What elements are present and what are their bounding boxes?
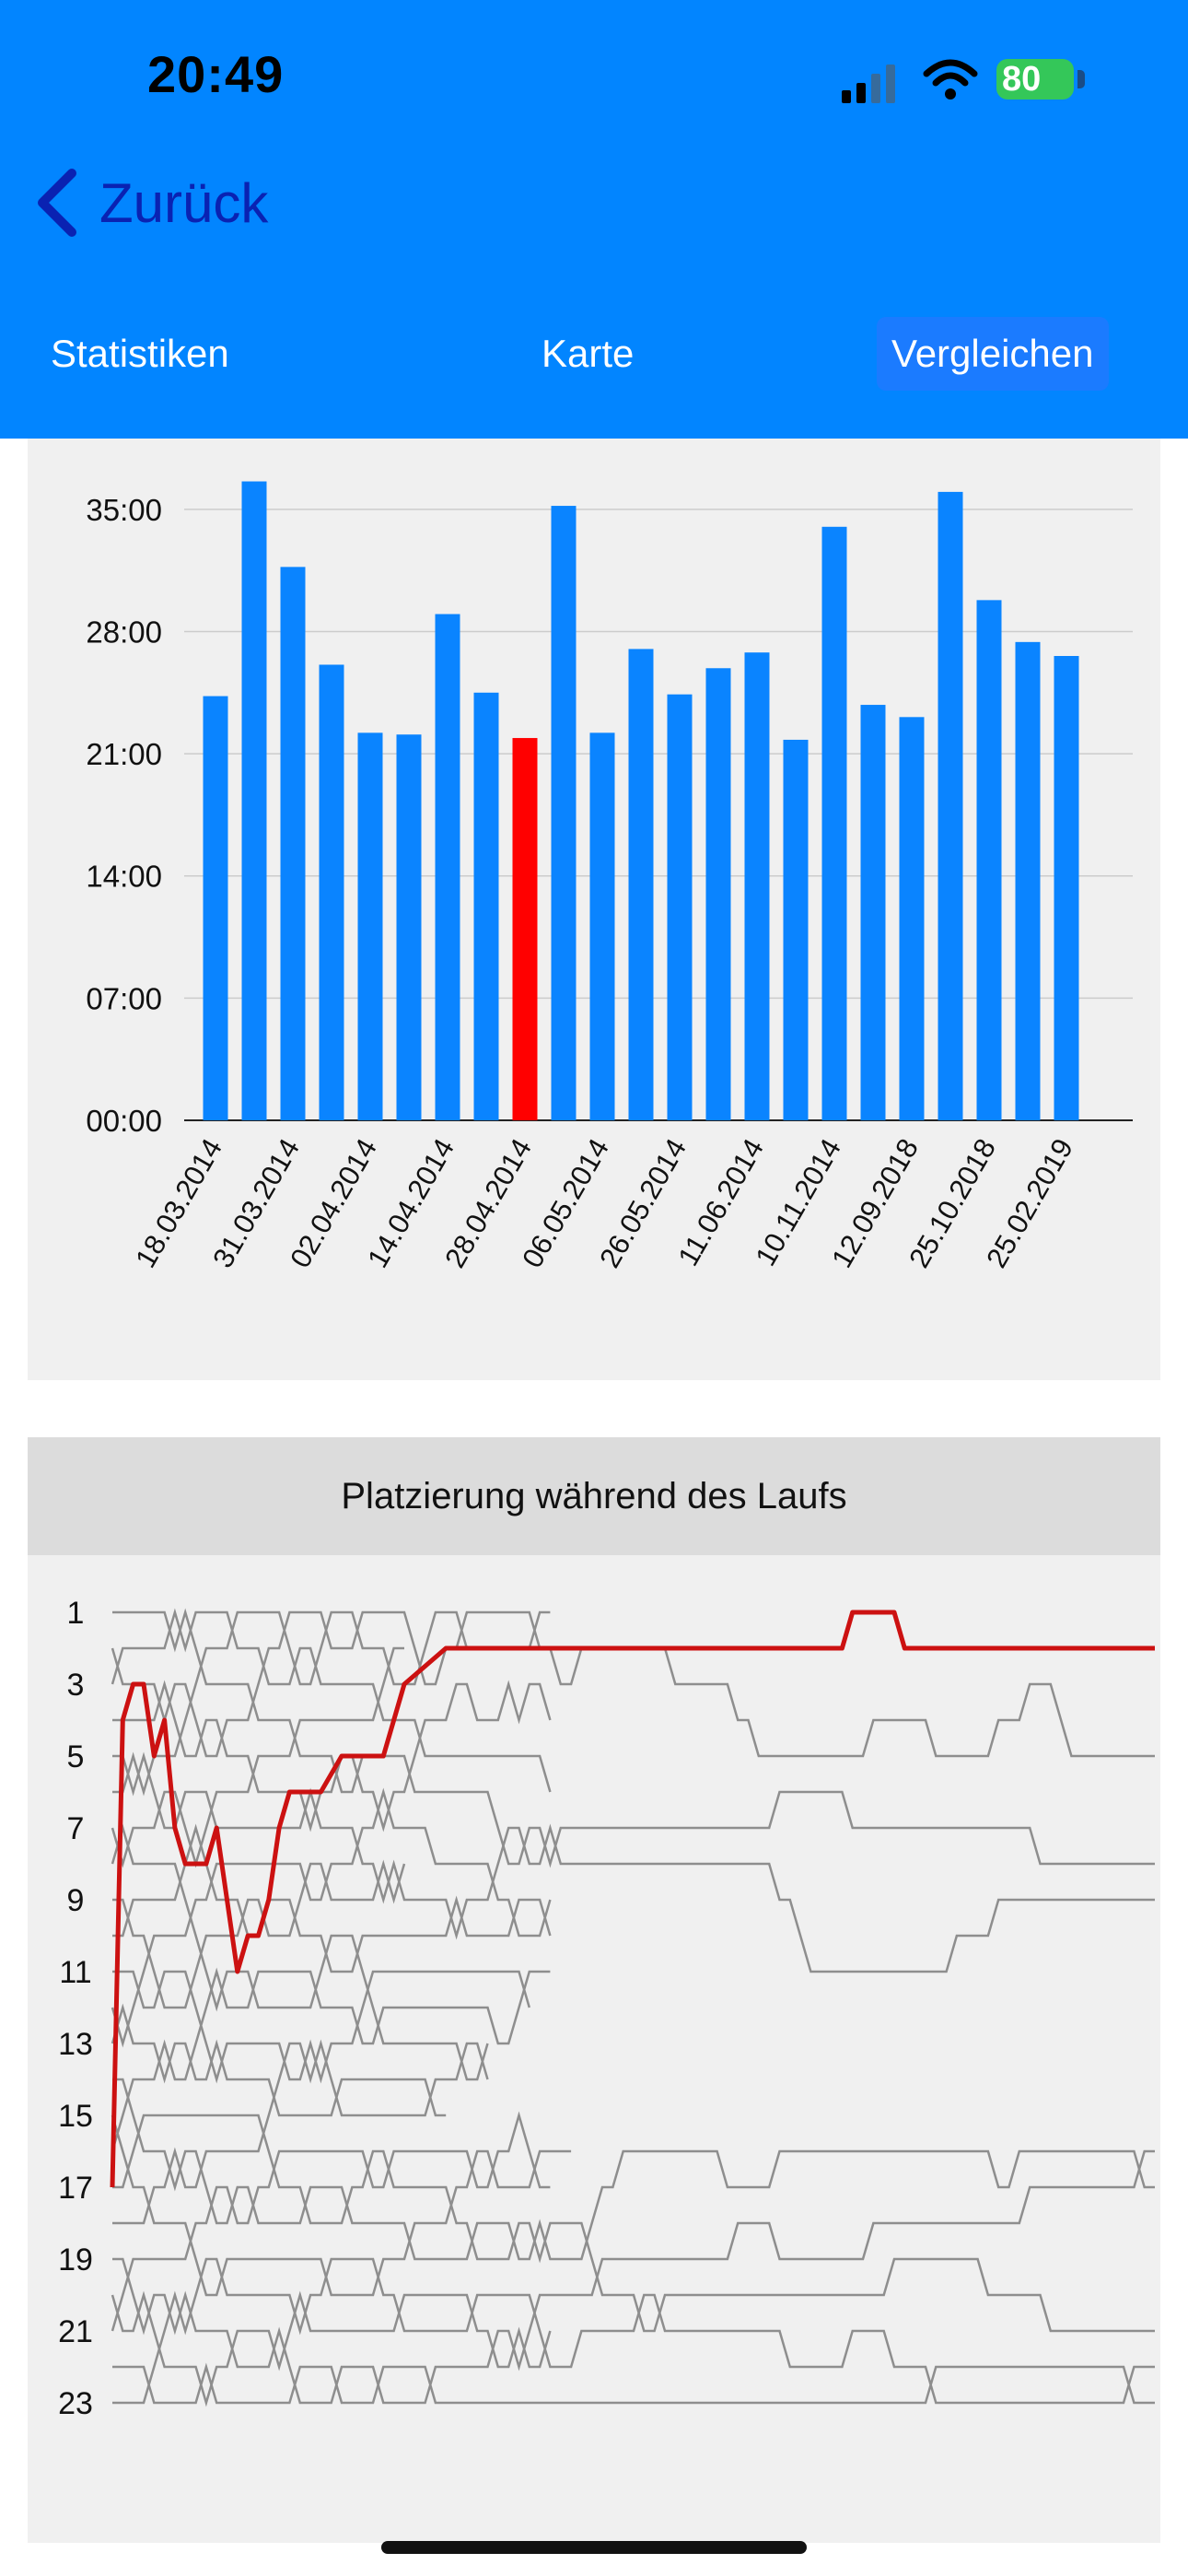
runner-line (112, 2078, 1155, 2261)
bar[interactable] (435, 614, 460, 1120)
y-tick-label: 14:00 (86, 860, 162, 894)
runner-line (111, 1823, 489, 2081)
wifi-icon (923, 59, 978, 100)
y-tick-label: 07:00 (86, 981, 162, 1015)
runner-line (111, 2003, 447, 2117)
bar[interactable] (551, 506, 577, 1120)
segment-tabs: Statistiken Karte Vergleichen (0, 313, 1188, 396)
runner-line (112, 2113, 1155, 2333)
runner-line (111, 1608, 552, 1793)
bar[interactable] (860, 705, 886, 1120)
runner-line (111, 2111, 551, 2332)
bar[interactable] (783, 739, 809, 1120)
bar-selected[interactable] (512, 738, 538, 1120)
battery-level: 80 (1002, 60, 1042, 99)
bar[interactable] (473, 692, 499, 1120)
bar[interactable] (667, 694, 693, 1120)
home-indicator (381, 2541, 807, 2554)
runner-line (112, 1680, 552, 1832)
rank-tick-label: 11 (59, 1955, 91, 1990)
bar[interactable] (280, 567, 306, 1120)
runner-line (111, 1787, 552, 2048)
y-tick-label: 21:00 (86, 737, 162, 771)
bar[interactable] (705, 668, 731, 1120)
runner-line (111, 2290, 552, 2407)
rank-tick-label: 17 (58, 2171, 93, 2206)
rank-tick-label: 15 (58, 2099, 93, 2134)
duration-bar-chart: 00:0007:0014:0021:0028:0035:0018.03.2014… (86, 481, 1133, 1273)
battery-tip (1077, 70, 1085, 88)
runner-line (112, 2039, 489, 2225)
runner-line (112, 2257, 1155, 2405)
rank-tick-label: 21 (58, 2314, 93, 2349)
own-runner-line (110, 1610, 1155, 2188)
bar[interactable] (628, 649, 654, 1120)
bar[interactable] (1054, 656, 1079, 1120)
bar[interactable] (357, 732, 383, 1120)
rank-tick-label: 3 (67, 1668, 85, 1703)
y-tick-label: 28:00 (86, 615, 162, 649)
rank-tick-label: 9 (67, 1883, 85, 1918)
bar[interactable] (899, 717, 925, 1120)
tab-statistiken[interactable]: Statistiken (51, 332, 229, 375)
cellular-signal-icon (842, 64, 895, 103)
status-time: 20:49 (147, 45, 285, 103)
back-label: Zurück (99, 171, 269, 234)
bar[interactable] (396, 734, 422, 1120)
app-header: 20:49 80 Zurück Statistiken Karte Vergle… (0, 0, 1188, 439)
rank-tick-label: 23 (58, 2386, 93, 2421)
bar[interactable] (203, 696, 228, 1120)
rank-tick-label: 19 (58, 2242, 93, 2277)
runner-line (112, 2362, 1155, 2405)
runner-line (111, 2114, 572, 2297)
bar[interactable] (821, 526, 847, 1120)
runner-line (112, 1859, 406, 2009)
rank-tick-label: 1 (67, 1596, 85, 1631)
runner-line (112, 1970, 531, 2084)
rank-tick-label: 7 (67, 1811, 85, 1846)
bar[interactable] (938, 491, 963, 1120)
bar[interactable] (241, 481, 267, 1120)
placement-chart-title: Platzierung während des Laufs (28, 1437, 1160, 1555)
rank-tick-label: 5 (67, 1739, 85, 1774)
bar[interactable] (589, 732, 615, 1120)
duration-chart-card: 00:00 07:00 14:00 21:00 28:00 35:00 18.03.2014… (28, 439, 1160, 1380)
placement-chart-card: Platzierung während des Laufs 1 3 5 7 9 11 13 1… (28, 1437, 1160, 2543)
runner-line (111, 1967, 551, 2152)
y-tick-label: 00:00 (86, 1104, 162, 1138)
battery-icon: 80 (996, 59, 1074, 100)
runner-line (112, 2149, 1155, 2405)
bar[interactable] (319, 664, 344, 1120)
rank-tick-label: 13 (58, 2027, 93, 2062)
bar[interactable] (1015, 641, 1041, 1120)
runner-line (112, 1751, 1155, 1973)
bar[interactable] (744, 652, 770, 1120)
tab-karte[interactable]: Karte (542, 332, 635, 375)
back-button[interactable]: Zurück (33, 166, 268, 240)
bar[interactable] (976, 600, 1002, 1120)
tab-vergleichen[interactable]: Vergleichen (877, 317, 1109, 391)
runner-line (112, 1608, 1155, 1868)
y-tick-label: 35:00 (86, 493, 162, 527)
runner-line (111, 1646, 404, 1868)
chevron-left-icon (38, 169, 76, 237)
